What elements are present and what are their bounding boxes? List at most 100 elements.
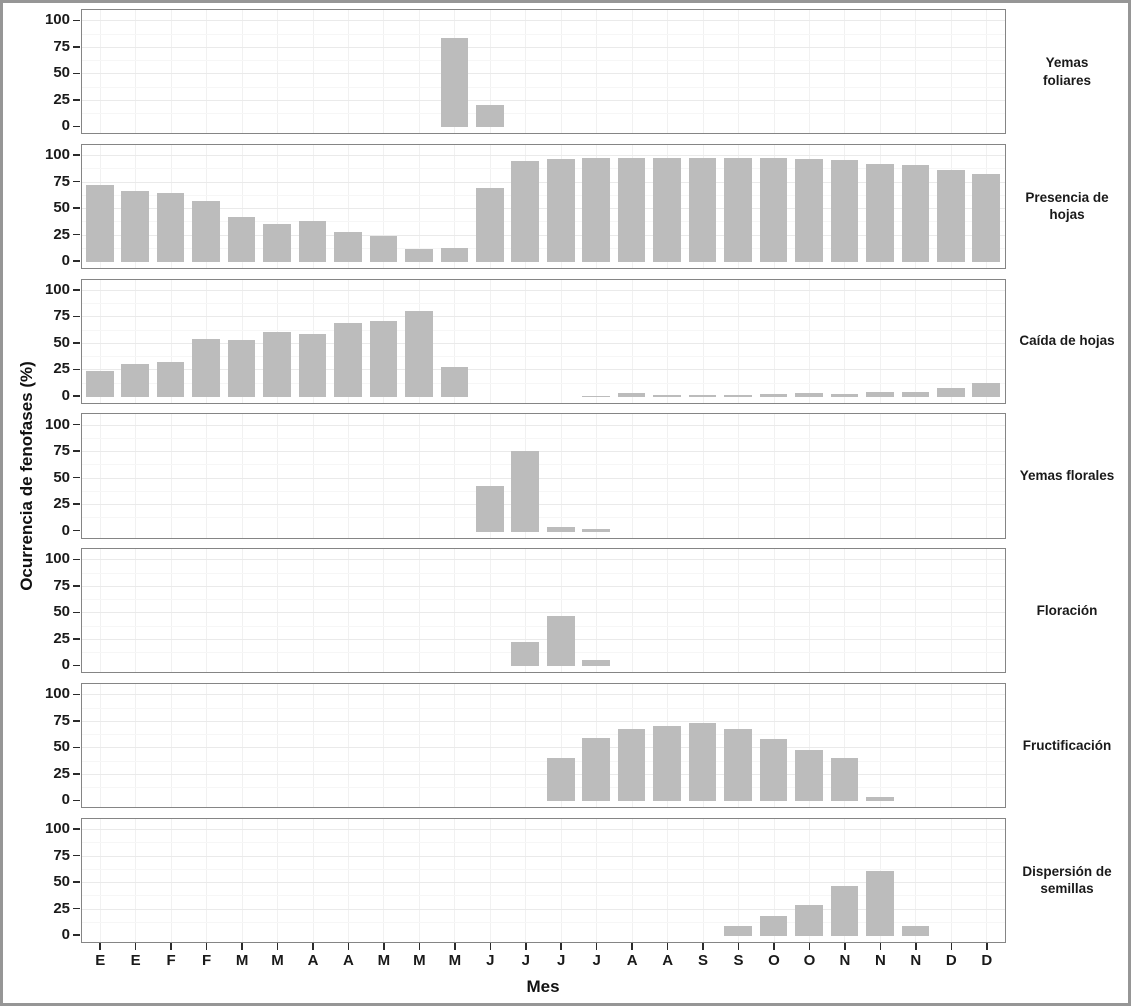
y-tick-label: 75 [53, 846, 70, 864]
vertical-gridline [596, 10, 598, 134]
y-tick-mark [73, 233, 80, 236]
bar-ca-da-de-hojas-24 [901, 391, 930, 397]
vertical-gridline [808, 818, 810, 943]
y-tick-label: 75 [53, 442, 70, 460]
vertical-gridline [241, 549, 243, 673]
y-tick-label: 25 [53, 225, 70, 243]
major-gridline [82, 20, 1005, 22]
vertical-gridline [915, 818, 917, 943]
vertical-gridline [170, 549, 172, 673]
major-gridline [82, 585, 1005, 587]
y-tick-mark [73, 773, 80, 775]
vertical-gridline [702, 414, 704, 538]
bar-floraci-n-14 [546, 615, 575, 667]
bar-dispersi-n-de-semillas-23 [866, 871, 894, 937]
x-tick-mark [99, 943, 101, 951]
bar-yemas-florales-12 [475, 486, 504, 532]
bar-ca-da-de-hojas-3 [156, 361, 185, 397]
vertical-gridline [99, 818, 101, 943]
minor-gridline [82, 734, 1005, 736]
vertical-gridline [950, 684, 952, 808]
vertical-gridline [950, 818, 952, 943]
vertical-gridline [241, 684, 243, 808]
facet-panel-7: 100 75 50 25 0 [45, 817, 1006, 944]
bar-ca-da-de-hojas-10 [405, 311, 433, 397]
facet-panel-5: 100 75 50 25 0 [45, 548, 1006, 674]
x-tick-label: N [874, 952, 886, 970]
y-tick-mark [73, 529, 80, 532]
vertical-gridline [135, 10, 137, 134]
y-tick-mark [73, 558, 80, 561]
vertical-gridline [170, 818, 172, 943]
vertical-gridline [596, 818, 598, 943]
x-tick-label: J [521, 952, 530, 970]
vertical-gridline [489, 414, 491, 538]
bar-ca-da-de-hojas-19 [724, 394, 752, 397]
vertical-gridline [560, 279, 562, 403]
bar-presencia-de-hojas-19 [724, 158, 752, 263]
bar-presencia-de-hojas-3 [156, 193, 185, 263]
y-tick-mark [73, 693, 80, 696]
vertical-gridline [312, 10, 314, 134]
minor-gridline [82, 113, 1005, 115]
bar-ca-da-de-hojas-2 [121, 364, 150, 397]
bar-presencia-de-hojas-7 [298, 220, 327, 263]
x-tick-mark [134, 943, 137, 951]
y-tick-mark [73, 46, 80, 48]
vertical-gridline [241, 414, 243, 538]
bar-presencia-de-hojas-2 [121, 191, 150, 263]
facet-label-7: Dispersión de semillas [1022, 863, 1112, 897]
vertical-gridline [986, 549, 988, 673]
x-tick-label: M [271, 952, 284, 970]
vertical-gridline [738, 818, 740, 943]
bar-ca-da-de-hojas-17 [653, 394, 681, 397]
vertical-gridline [347, 818, 349, 943]
major-gridline [82, 155, 1005, 157]
x-tick-label: N [839, 952, 851, 970]
vertical-gridline [347, 414, 349, 538]
bar-presencia-de-hojas-26 [972, 174, 1001, 263]
x-tick-label: E [95, 952, 106, 970]
vertical-gridline [844, 279, 846, 403]
vertical-gridline [525, 10, 527, 134]
vertical-gridline [667, 549, 669, 673]
vertical-gridline [667, 279, 669, 403]
vertical-gridline [560, 549, 562, 673]
vertical-gridline [950, 10, 952, 134]
bar-presencia-de-hojas-24 [901, 164, 930, 263]
y-tick-mark [73, 423, 80, 426]
minor-gridline [82, 517, 1005, 519]
y-tick-label: 100 [44, 11, 70, 29]
bar-ca-da-de-hojas-21 [795, 392, 823, 397]
y-tick-mark [73, 99, 80, 101]
x-tick-mark [525, 943, 527, 951]
y-tick-mark [73, 154, 80, 156]
bar-presencia-de-hojas-12 [475, 187, 504, 263]
facet-panel-1: 100 75 50 25 0 [45, 9, 1006, 135]
minor-gridline [82, 221, 1005, 223]
y-tick-label: 50 [53, 333, 70, 351]
vertical-gridline [525, 684, 527, 808]
vertical-gridline [170, 10, 172, 134]
minor-gridline [82, 329, 1005, 331]
facet-panel-4: 100 75 50 25 0 [45, 413, 1006, 539]
y-tick-label: 25 [53, 360, 70, 378]
bar-ca-da-de-hojas-1 [85, 371, 114, 397]
vertical-gridline [383, 10, 385, 134]
vertical-gridline [560, 818, 562, 943]
x-tick-label: A [626, 952, 638, 970]
x-tick-mark [950, 943, 953, 951]
bar-presencia-de-hojas-21 [795, 159, 823, 263]
bar-fructificaci-n-15 [582, 737, 611, 802]
y-tick-mark [73, 395, 80, 397]
facet-panel-6: 100 75 50 25 0 [45, 683, 1006, 809]
major-gridline [82, 234, 1005, 236]
vertical-gridline [170, 279, 172, 403]
major-gridline [82, 773, 1005, 775]
vertical-gridline [454, 549, 456, 673]
vertical-gridline [206, 818, 208, 943]
x-tick-label: M [377, 952, 391, 970]
facet-label-5: Floración [1036, 603, 1098, 619]
vertical-gridline [277, 549, 279, 673]
x-tick-mark [702, 943, 704, 951]
